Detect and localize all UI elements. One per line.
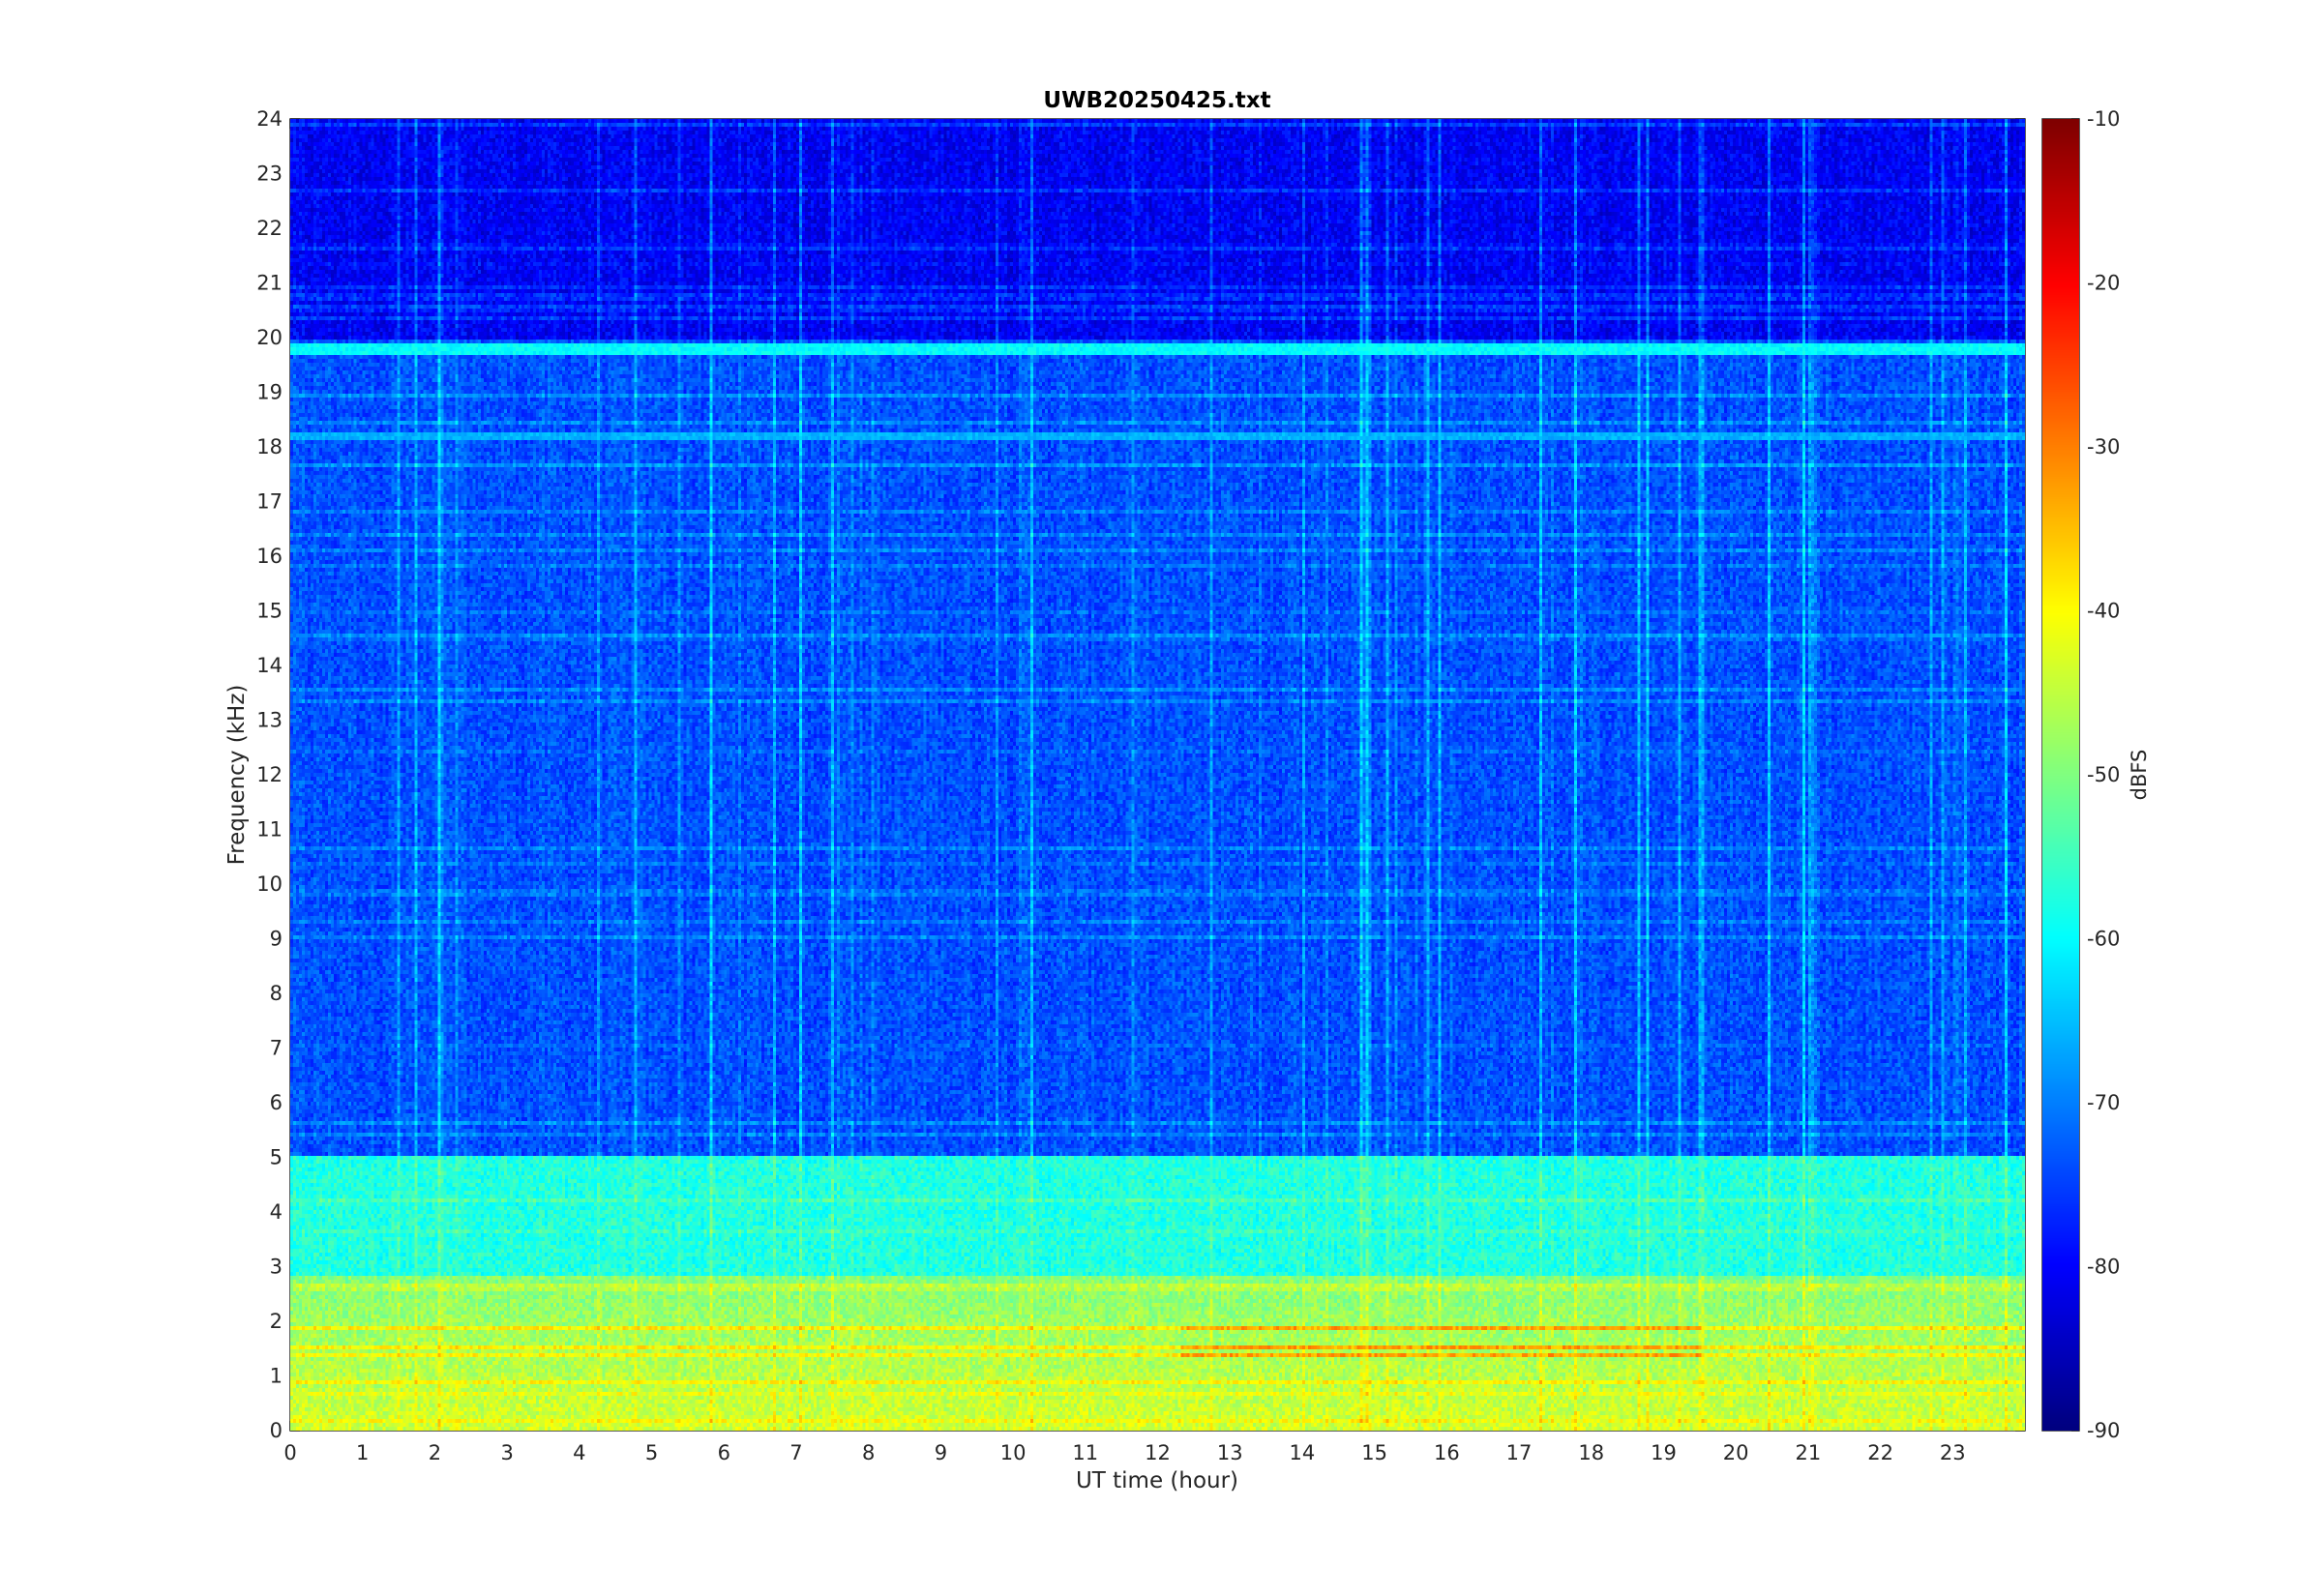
x-tick-label: 20	[1723, 1441, 1749, 1464]
y-tick-label: 16	[256, 545, 283, 568]
x-tick-label: 8	[862, 1441, 875, 1464]
x-tick-label: 12	[1145, 1441, 1171, 1464]
y-tick-label: 2	[270, 1310, 283, 1333]
colorbar-label: dBFS	[2128, 750, 2151, 801]
x-tick-label: 9	[935, 1441, 947, 1464]
colorbar-tick-label: -10	[2087, 107, 2120, 131]
x-tick-label: 21	[1796, 1441, 1822, 1464]
y-tick-label: 4	[270, 1200, 283, 1224]
y-tick-label: 17	[256, 490, 283, 514]
y-tick-label: 14	[256, 654, 283, 677]
y-tick-label: 21	[256, 272, 283, 295]
y-tick-label: 9	[270, 928, 283, 951]
y-tick-label: 23	[256, 163, 283, 186]
x-tick-label: 19	[1651, 1441, 1677, 1464]
y-tick-label: 1	[270, 1365, 283, 1388]
x-tick-label: 1	[356, 1441, 369, 1464]
colorbar-gradient	[2042, 119, 2079, 1431]
x-axis-label: UT time (hour)	[1076, 1468, 1238, 1493]
x-tick-label: 7	[789, 1441, 802, 1464]
x-tick-label: 10	[1000, 1441, 1027, 1464]
x-tick-label: 5	[645, 1441, 658, 1464]
colorbar-tick-label: -90	[2087, 1419, 2120, 1442]
y-tick-label: 5	[270, 1146, 283, 1169]
spectrogram-heatmap	[290, 119, 2025, 1431]
x-tick-label: 2	[429, 1441, 441, 1464]
colorbar-tick-label: -30	[2087, 435, 2120, 458]
y-tick-label: 24	[256, 107, 283, 131]
y-tick-label: 3	[270, 1256, 283, 1279]
x-tick-label: 16	[1434, 1441, 1460, 1464]
y-tick-label: 18	[256, 435, 283, 458]
y-tick-label: 7	[270, 1037, 283, 1060]
y-tick-label: 8	[270, 982, 283, 1005]
y-tick-label: 12	[256, 763, 283, 786]
x-tick-label: 18	[1578, 1441, 1604, 1464]
y-tick-label: 11	[256, 818, 283, 842]
x-tick-label: 6	[718, 1441, 730, 1464]
x-tick-label: 3	[500, 1441, 513, 1464]
colorbar-tick-label: -20	[2087, 272, 2120, 295]
colorbar-tick-label: -80	[2087, 1256, 2120, 1279]
colorbar-tick-label: -60	[2087, 928, 2120, 951]
chart-title: UWB20250425.txt	[1043, 88, 1270, 113]
x-tick-label: 0	[283, 1441, 296, 1464]
colorbar-tick-label: -50	[2087, 763, 2120, 786]
x-tick-label: 23	[1940, 1441, 1966, 1464]
x-tick-label: 13	[1217, 1441, 1243, 1464]
y-tick-label: 15	[256, 600, 283, 623]
x-tick-label: 17	[1506, 1441, 1533, 1464]
colorbar-tick-label: -70	[2087, 1091, 2120, 1114]
x-tick-label: 15	[1361, 1441, 1387, 1464]
y-tick-label: 20	[256, 326, 283, 349]
y-tick-label: 10	[256, 872, 283, 896]
y-tick-label: 0	[270, 1419, 283, 1442]
colorbar-tick-label: -40	[2087, 600, 2120, 623]
y-tick-label: 22	[256, 217, 283, 240]
x-tick-label: 11	[1072, 1441, 1098, 1464]
y-tick-label: 13	[256, 709, 283, 732]
x-tick-label: 22	[1867, 1441, 1893, 1464]
y-axis-label: Frequency (kHz)	[224, 685, 250, 866]
x-tick-label: 14	[1290, 1441, 1316, 1464]
y-tick-label: 6	[270, 1091, 283, 1114]
x-tick-label: 4	[573, 1441, 585, 1464]
colorbar-axis: -90 -80 -70 -60 -50 -40 -30 -20 -10	[2071, 107, 2120, 1442]
y-tick-label: 19	[256, 381, 283, 404]
